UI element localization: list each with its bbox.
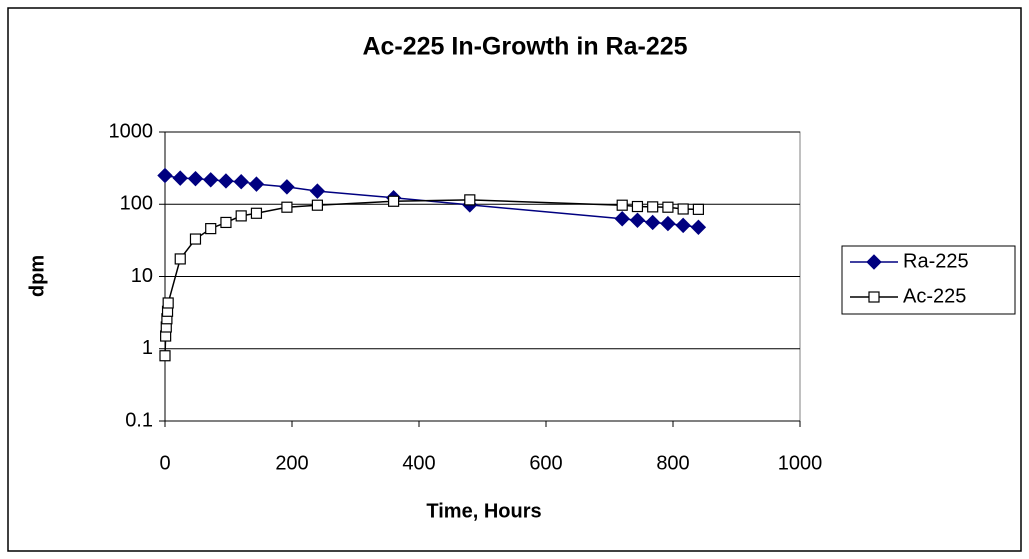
marker [220, 216, 232, 229]
marker [174, 253, 186, 265]
marker [464, 194, 476, 206]
marker [281, 201, 293, 213]
marker [662, 201, 674, 213]
marker [235, 210, 247, 222]
marker [187, 170, 204, 187]
x-tick-label: 200 [275, 452, 308, 474]
x-tick-label: 1000 [778, 452, 823, 474]
y-tick-label: 100 [120, 193, 153, 215]
marker [162, 297, 174, 309]
marker [631, 200, 644, 213]
marker [388, 195, 400, 207]
y-tick-label: 0.1 [125, 409, 153, 431]
chart-title: Ac-225 In-Growth in Ra-225 [362, 33, 687, 61]
y-tick-label: 1 [142, 337, 153, 359]
x-tick-label: 0 [159, 452, 170, 474]
marker [248, 176, 265, 192]
marker [159, 350, 171, 362]
marker [614, 211, 630, 227]
x-tick-label: 800 [656, 452, 689, 474]
marker [692, 203, 705, 215]
marker [309, 183, 326, 199]
marker [616, 199, 628, 211]
marker [644, 214, 661, 231]
marker [311, 199, 323, 211]
marker [660, 215, 676, 232]
marker [250, 207, 263, 219]
legend-label: Ra-225 [903, 250, 969, 272]
marker [189, 233, 202, 245]
y-tick-label: 10 [131, 265, 153, 287]
y-tick-label: 1000 [109, 120, 154, 142]
y-axis-label: dpm [26, 255, 48, 297]
marker [279, 179, 295, 195]
x-tick-label: 600 [529, 452, 562, 474]
marker [157, 167, 173, 184]
marker [866, 254, 882, 270]
marker [233, 174, 249, 190]
marker [647, 201, 659, 213]
marker [690, 219, 707, 235]
marker [629, 212, 646, 228]
marker [172, 170, 188, 186]
marker [203, 172, 219, 188]
x-axis-label: Time, Hours [426, 500, 541, 522]
legend-box [841, 245, 1016, 315]
marker [675, 217, 691, 234]
legend-label: Ac-225 [903, 285, 966, 307]
marker [218, 173, 234, 189]
marker [205, 223, 217, 235]
marker [868, 291, 880, 303]
x-tick-label: 400 [402, 452, 435, 474]
marker [677, 203, 689, 215]
